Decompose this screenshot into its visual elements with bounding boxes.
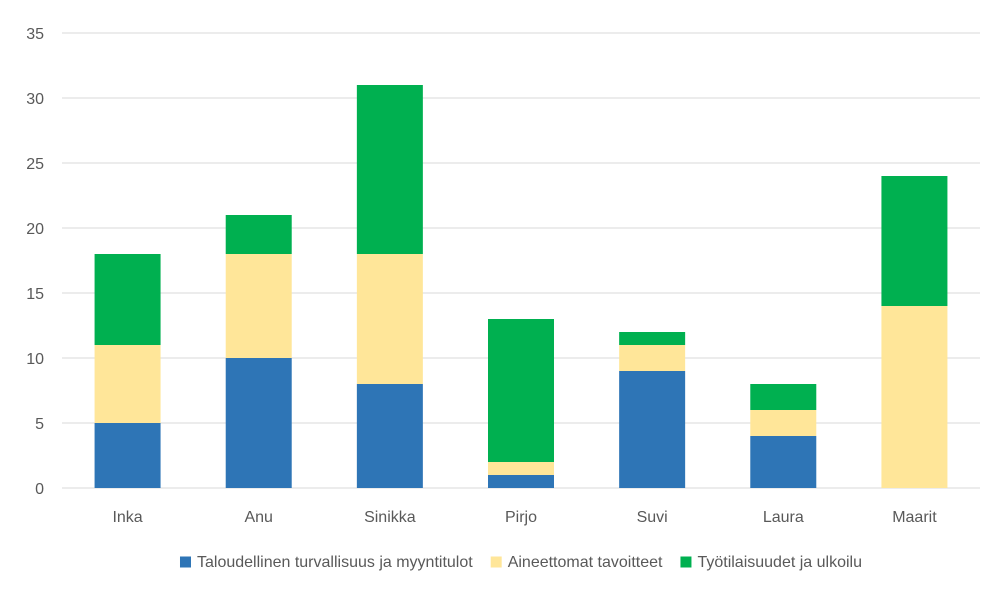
y-tick-label: 35: [26, 26, 44, 43]
y-tick-label: 30: [26, 91, 44, 108]
bar-segment: [750, 410, 817, 436]
bar-segment: [881, 176, 948, 306]
bar-segment: [881, 306, 948, 488]
bar-segment: [94, 345, 161, 423]
y-tick-label: 20: [26, 221, 44, 238]
x-category-label: Anu: [244, 509, 272, 526]
y-tick-label: 10: [26, 351, 44, 368]
bar-segment: [225, 254, 292, 358]
legend-label: Taloudellinen turvallisuus ja myyntitulo…: [197, 554, 473, 571]
bar-segment: [225, 215, 292, 254]
legend-swatch: [680, 556, 692, 568]
bar-segment: [750, 384, 817, 410]
legend-label: Aineettomat tavoitteet: [508, 554, 663, 571]
y-axis-ticks: 0 5 10 15 20 25 30 35: [26, 26, 44, 498]
legend-label: Työtilaisuudet ja ulkoilu: [697, 554, 862, 571]
legend-swatch: [490, 556, 502, 568]
x-category-label: Pirjo: [505, 509, 537, 526]
x-category-label: Laura: [763, 509, 804, 526]
bar-segment: [94, 423, 161, 488]
bar-segment: [356, 384, 423, 488]
bar-segment: [750, 436, 817, 488]
bar-segment: [619, 332, 686, 345]
bars: [94, 85, 948, 488]
legend: Taloudellinen turvallisuus ja myyntitulo…: [179, 554, 862, 571]
x-category-label: Inka: [112, 509, 142, 526]
bar-segment: [356, 254, 423, 384]
bar-segment: [488, 319, 554, 462]
y-tick-label: 15: [26, 286, 44, 303]
bar-segment: [488, 462, 554, 475]
bar-segment: [488, 475, 554, 488]
bar-segment: [225, 358, 292, 488]
bar-segment: [94, 254, 161, 345]
x-axis-ticks: Inka Anu Sinikka Pirjo Suvi Laura Maarit: [112, 509, 937, 526]
x-category-label: Sinikka: [364, 509, 416, 526]
x-category-label: Suvi: [637, 509, 668, 526]
bar-segment: [356, 85, 423, 254]
legend-swatch: [179, 556, 191, 568]
bar-segment: [619, 345, 686, 371]
bar-segment: [619, 371, 686, 488]
y-tick-label: 25: [26, 156, 44, 173]
y-tick-label: 0: [35, 481, 44, 498]
x-category-label: Maarit: [892, 509, 937, 526]
y-tick-label: 5: [35, 416, 44, 433]
